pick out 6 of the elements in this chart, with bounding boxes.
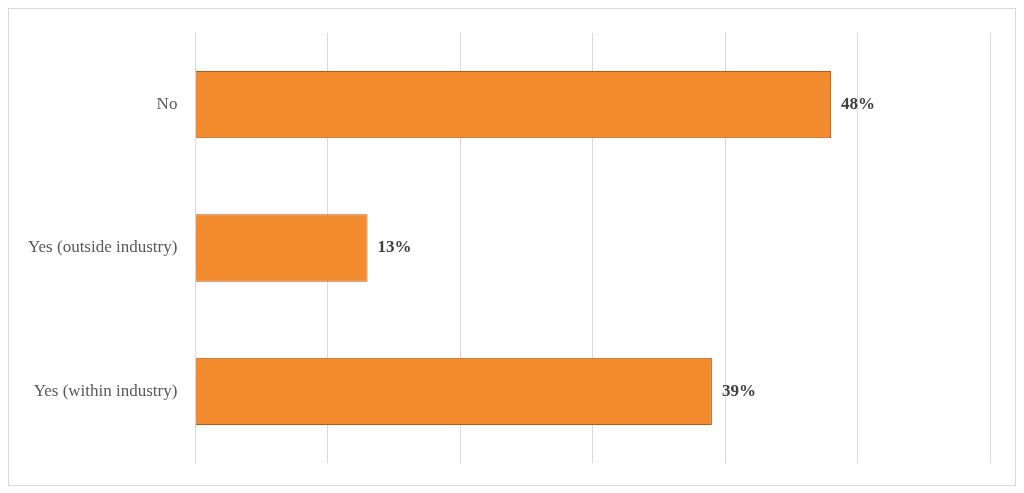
data-label: 39% [721,380,756,400]
y-tick-label: Yes (within industry) [33,380,178,400]
data-label: 48% [841,94,876,114]
y-tick-label: Yes (outside industry) [28,237,178,257]
y-tick-label: No [156,94,178,114]
data-label: 13% [377,237,412,257]
